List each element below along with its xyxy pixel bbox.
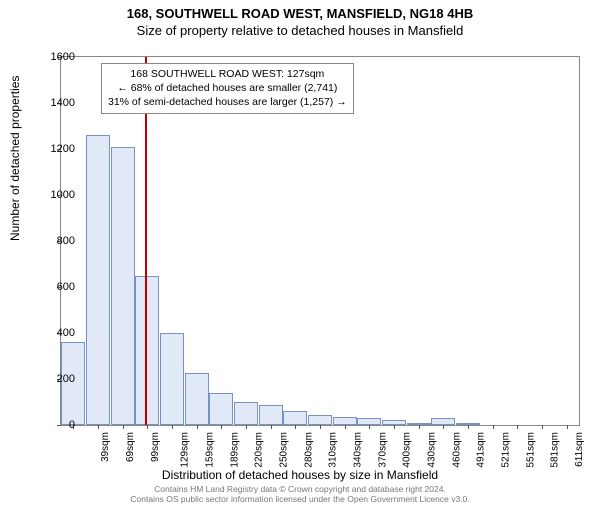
footer-attribution: Contains HM Land Registry data © Crown c… (0, 484, 600, 504)
x-tick-label: 129sqm (180, 432, 191, 468)
annotation-box: 168 SOUTHWELL ROAD WEST: 127sqm ← 68% of… (101, 63, 354, 114)
x-tick-label: 400sqm (402, 432, 413, 468)
x-axis-label: Distribution of detached houses by size … (0, 468, 600, 482)
x-tick-label: 491sqm (476, 432, 487, 468)
bar (160, 333, 184, 425)
y-tick-label: 1000 (35, 189, 75, 201)
plot-area: 168 SOUTHWELL ROAD WEST: 127sqm ← 68% of… (60, 56, 580, 426)
bar (283, 411, 307, 425)
x-tick-label: 220sqm (254, 432, 265, 468)
x-tick-label: 430sqm (427, 432, 438, 468)
y-tick-label: 1400 (35, 97, 75, 109)
bar (209, 393, 233, 425)
bar (333, 417, 357, 425)
x-tick-label: 581sqm (550, 432, 561, 468)
bar (86, 135, 110, 425)
x-tick-label: 340sqm (353, 432, 364, 468)
annotation-line1: 168 SOUTHWELL ROAD WEST: 127sqm (108, 67, 347, 81)
chart-title: 168, SOUTHWELL ROAD WEST, MANSFIELD, NG1… (0, 6, 600, 21)
y-tick-label: 400 (35, 327, 75, 339)
x-tick-label: 460sqm (451, 432, 462, 468)
chart-container: 168, SOUTHWELL ROAD WEST, MANSFIELD, NG1… (0, 6, 600, 506)
chart-subtitle: Size of property relative to detached ho… (0, 23, 600, 38)
x-tick-label: 611sqm (574, 432, 585, 467)
y-tick-label: 200 (35, 373, 75, 385)
x-tick-label: 39sqm (100, 432, 111, 462)
x-tick-label: 310sqm (328, 432, 339, 468)
x-tick-label: 370sqm (377, 432, 388, 468)
bar (431, 418, 455, 425)
annotation-line2: ← 68% of detached houses are smaller (2,… (108, 81, 347, 95)
y-tick-label: 1600 (35, 51, 75, 63)
x-tick-label: 189sqm (229, 432, 240, 468)
x-tick-label: 551sqm (525, 432, 536, 468)
bar (357, 418, 381, 425)
x-tick-label: 280sqm (303, 432, 314, 468)
y-tick-label: 0 (35, 419, 75, 431)
y-tick-label: 600 (35, 281, 75, 293)
bar (111, 147, 135, 425)
bar (135, 276, 159, 426)
annotation-line3: 31% of semi-detached houses are larger (… (108, 95, 347, 109)
footer-line1: Contains HM Land Registry data © Crown c… (0, 484, 600, 494)
bar (185, 373, 209, 425)
y-tick-label: 800 (35, 235, 75, 247)
y-tick-label: 1200 (35, 143, 75, 155)
bar (308, 415, 332, 425)
x-tick-label: 250sqm (279, 432, 290, 468)
footer-line2: Contains OS public sector information li… (0, 494, 600, 504)
y-axis-label: Number of detached properties (8, 76, 22, 241)
x-tick-label: 159sqm (205, 432, 216, 468)
x-tick-label: 521sqm (501, 432, 512, 468)
bar (234, 402, 258, 425)
bar (259, 405, 283, 425)
x-tick-label: 69sqm (125, 432, 136, 462)
x-tick-label: 99sqm (150, 432, 161, 462)
